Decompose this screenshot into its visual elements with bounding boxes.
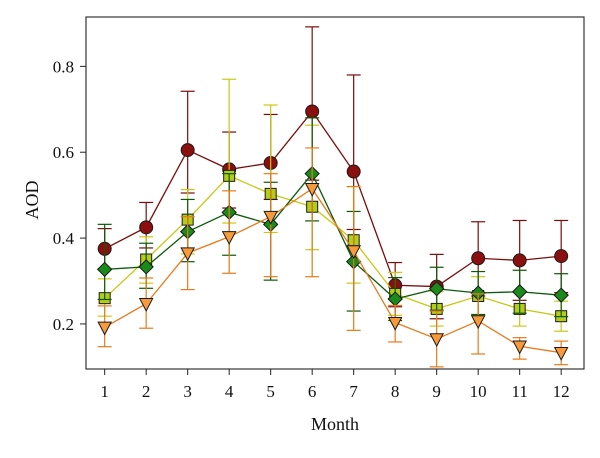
data-point-triangle [512,340,528,355]
y-tick-label: 0.2 [53,315,74,334]
x-tick-label: 3 [183,382,192,401]
data-point-diamond [553,287,569,303]
x-tick-label: 2 [142,382,151,401]
x-tick-label: 12 [553,382,570,401]
data-point-circle [554,249,569,264]
data-point-circle [471,251,486,266]
data-point-diamond [428,281,445,297]
x-tick-label: 11 [511,382,527,401]
data-point-circle [346,164,361,179]
data-point-triangle [180,247,196,262]
y-tick-label: 0.6 [53,143,74,162]
x-axis-label: Month [311,414,359,434]
data-point-diamond [138,259,154,275]
series-line [104,187,562,354]
data-point-triangle [553,346,569,361]
data-series [96,26,569,368]
series-circle [97,26,569,320]
plot-frame [85,16,585,370]
data-point-circle [139,220,154,235]
data-point-triangle [387,316,403,331]
x-tick-label: 5 [266,382,275,401]
data-point-triangle [138,298,154,312]
y-tick-label: 0.4 [53,229,75,248]
data-point-diamond [511,284,528,300]
x-tick-label: 1 [100,382,109,401]
series-square [97,78,569,332]
data-point-triangle [304,183,320,197]
series-triangle-down [97,147,569,368]
data-point-circle [512,253,527,268]
data-point-triangle [346,245,362,260]
axes: 1 2 3 4 5 6 7 8 9 10 11 120.20.40.60.8 [53,57,570,401]
data-point-triangle [470,315,486,330]
data-point-circle [305,104,320,119]
data-point-diamond [96,261,113,278]
x-tick-label: 8 [391,382,400,401]
x-tick-label: 4 [225,382,234,401]
series-line [104,172,562,300]
x-tick-label: 9 [432,382,441,401]
series-line [104,110,562,288]
series-line [104,175,562,317]
y-axis-label: AOD [22,181,42,220]
data-point-triangle [97,321,113,336]
y-tick-label: 0.8 [53,57,74,76]
data-point-circle [180,143,195,158]
data-point-triangle [429,333,445,348]
x-tick-label: 7 [349,382,358,401]
data-point-triangle [221,231,237,246]
x-tick-label: 10 [470,382,487,401]
data-point-triangle [263,210,279,225]
x-tick-label: 6 [308,382,317,401]
